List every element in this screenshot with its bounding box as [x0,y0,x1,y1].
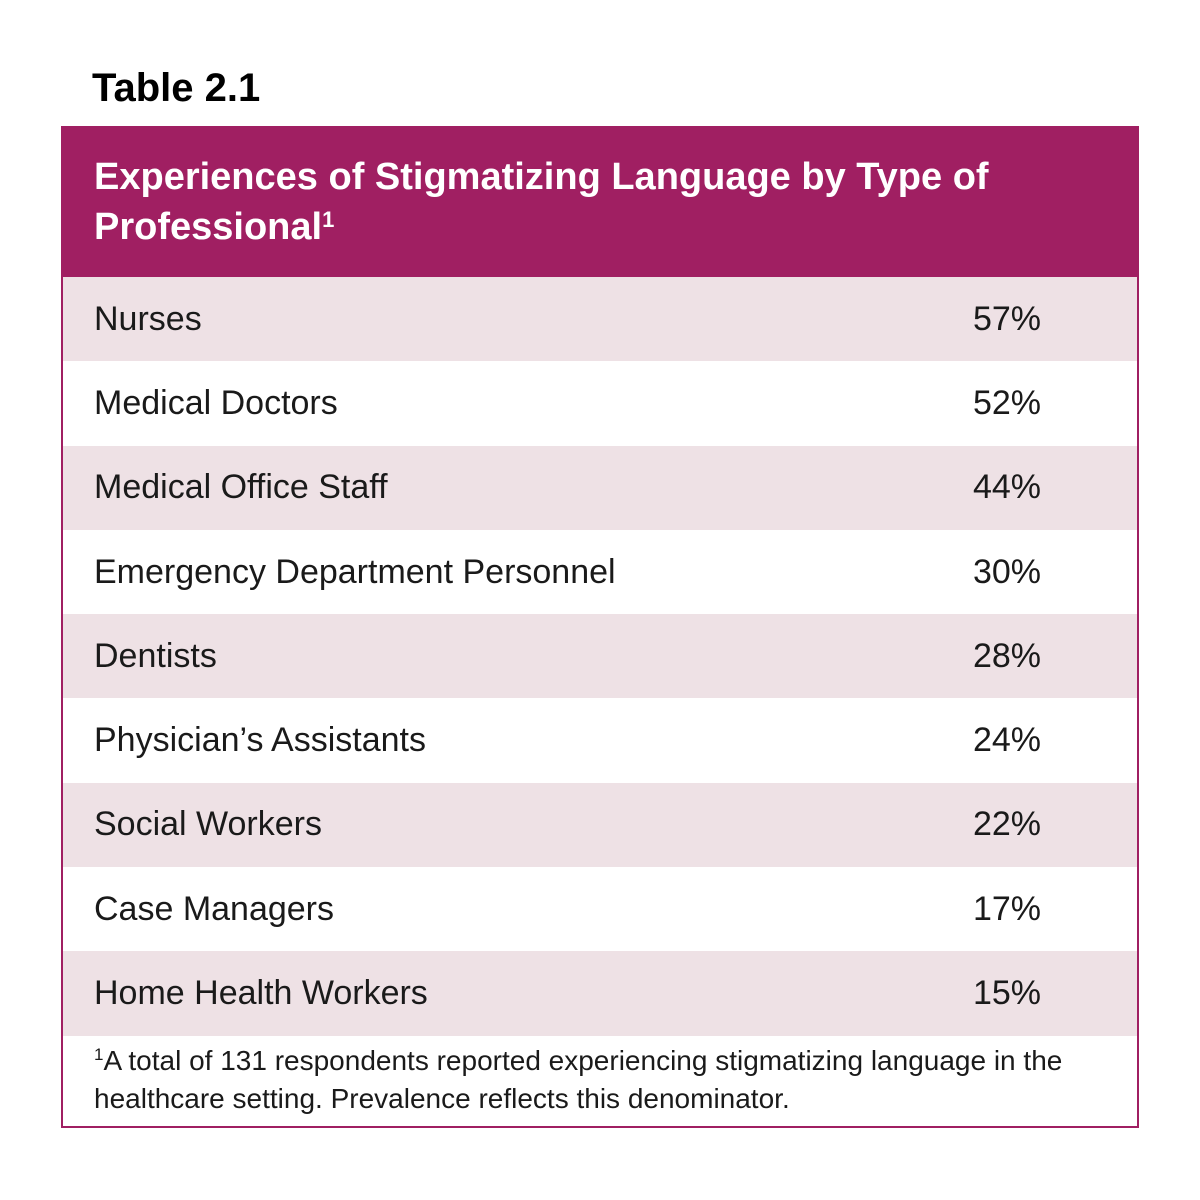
row-label: Nurses [94,299,202,338]
table: Experiences of Stigmatizing Language by … [61,126,1139,1128]
table-row: Medical Doctors 52% [63,361,1137,445]
footnote-marker: 1 [94,1044,104,1064]
table-row: Medical Office Staff 44% [63,445,1137,530]
row-value: 28% [972,636,1041,675]
table-row: Case Managers 17% [63,867,1137,951]
row-value: 17% [972,889,1041,928]
title-footnote-marker: 1 [322,207,335,232]
table-row: Physician’s Assistants 24% [63,698,1137,782]
row-value: 24% [972,721,1041,760]
row-label: Social Workers [94,805,322,844]
table-row: Dentists 28% [63,614,1137,699]
row-value: 57% [972,299,1041,338]
row-label: Medical Doctors [94,383,338,422]
title-text: Experiences of Stigmatizing Language by … [94,156,989,248]
row-label: Home Health Workers [94,974,428,1013]
table-title: Experiences of Stigmatizing Language by … [63,126,1137,277]
row-value: 44% [972,468,1041,507]
row-label: Physician’s Assistants [94,721,426,760]
table-row: Social Workers 22% [63,782,1137,868]
row-value: 52% [972,383,1041,422]
row-label: Medical Office Staff [94,468,388,507]
row-label: Case Managers [94,889,335,928]
table-body: Nurses 57% Medical Doctors 52% Medical Offic… [63,277,1137,1036]
footnote-text: A total of 131 respondents reported expe… [94,1044,1063,1114]
footnote: 1A total of 131 respondents reported exp… [63,1036,1137,1118]
table-row: Nurses 57% [63,277,1137,362]
table-label: Table 2.1 [92,66,261,110]
row-value: 30% [972,552,1041,591]
row-value: 15% [972,974,1041,1013]
table-row: Emergency Department Personnel 30% [63,530,1137,614]
table-row: Home Health Workers 15% [63,951,1137,1036]
row-value: 22% [972,805,1041,844]
row-label: Dentists [94,636,217,675]
row-label: Emergency Department Personnel [94,552,616,591]
